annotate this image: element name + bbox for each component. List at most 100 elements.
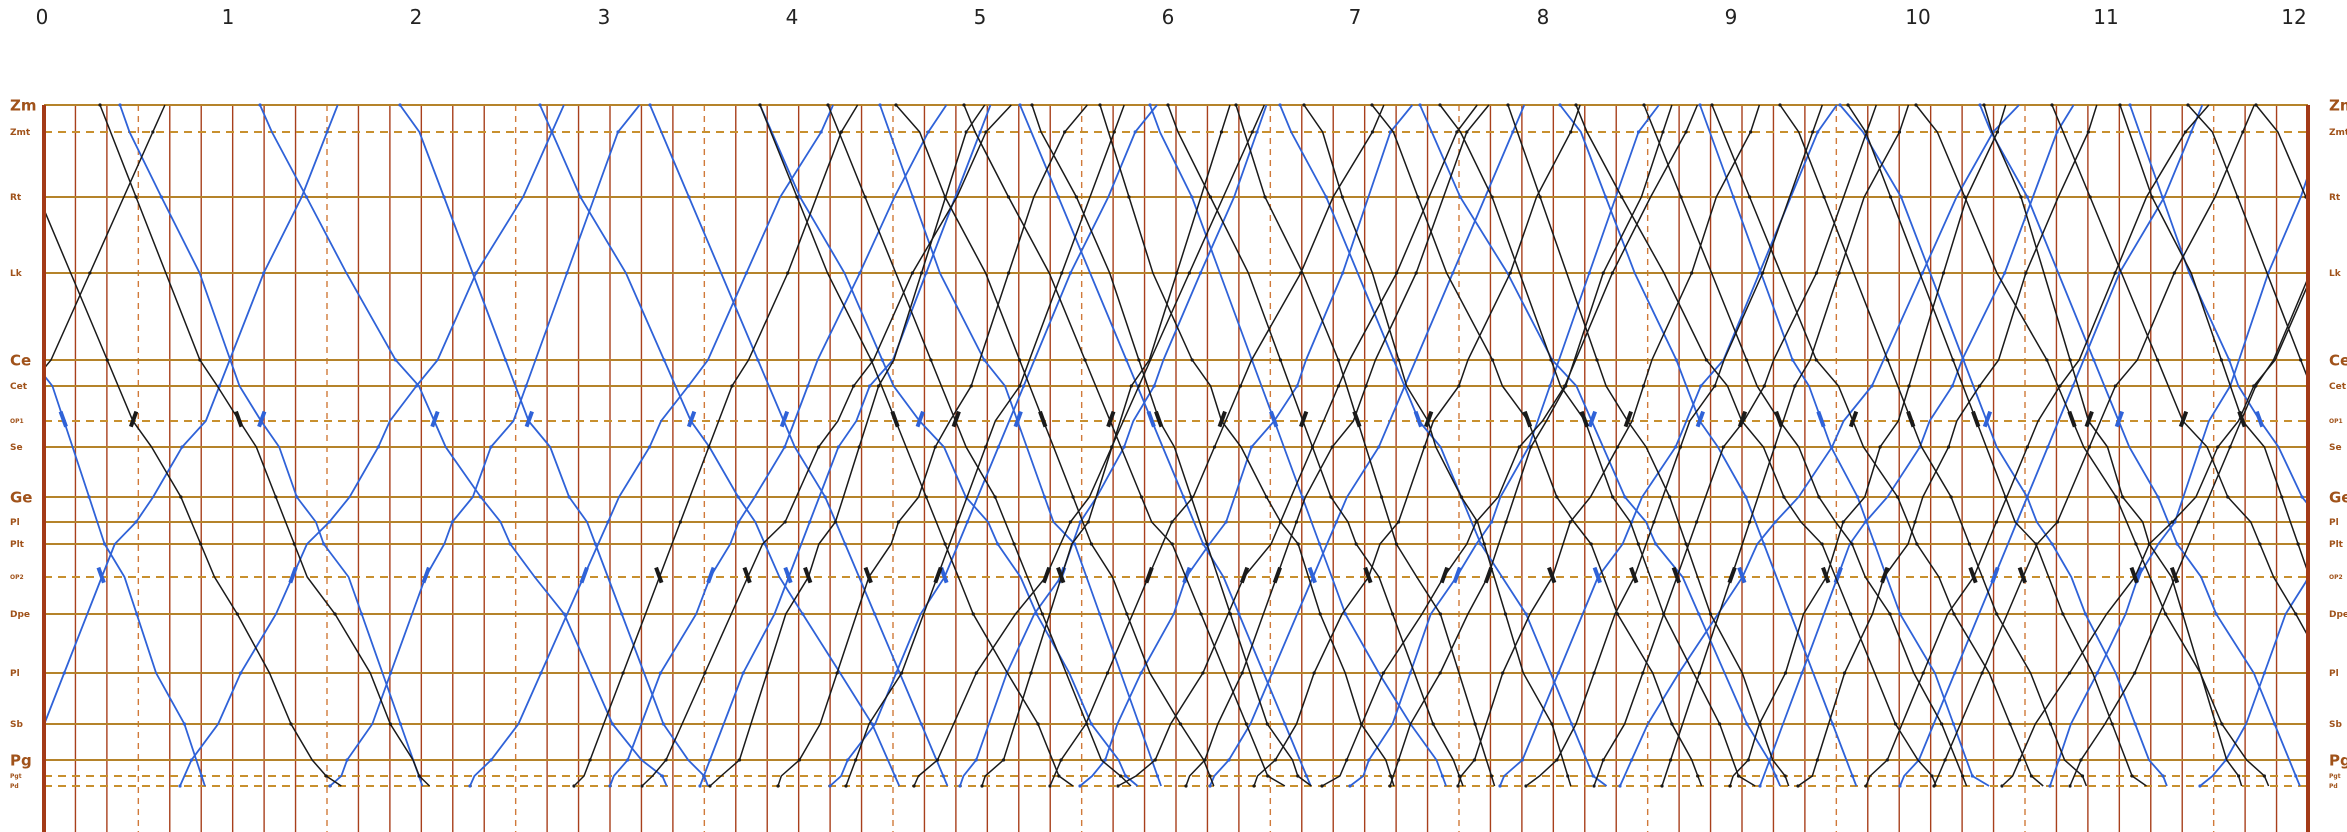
train-number-mark bbox=[779, 410, 790, 428]
train-number-mark bbox=[742, 566, 752, 584]
train-number-mark bbox=[803, 566, 813, 584]
stop-marker bbox=[1294, 520, 1299, 524]
stop-marker bbox=[687, 195, 691, 199]
stop-marker bbox=[1320, 784, 1324, 788]
stop-marker bbox=[1438, 103, 1442, 107]
stop-marker bbox=[1296, 774, 1300, 778]
stop-marker bbox=[1370, 103, 1374, 107]
stop-marker bbox=[2294, 612, 2298, 616]
stop-marker bbox=[2113, 271, 2117, 275]
stop-marker bbox=[1604, 195, 1608, 199]
stop-marker bbox=[2057, 758, 2061, 762]
stop-marker bbox=[1592, 671, 1596, 675]
stop-marker bbox=[538, 103, 542, 107]
train-number-mark bbox=[1737, 566, 1747, 584]
stop-marker bbox=[935, 758, 940, 762]
stop-marker bbox=[1123, 774, 1128, 778]
stop-marker bbox=[2080, 774, 2085, 778]
stop-marker bbox=[1772, 445, 1777, 449]
stop-marker bbox=[1190, 195, 1194, 199]
stop-marker bbox=[2025, 195, 2029, 199]
train-path bbox=[1321, 104, 1699, 787]
train-number-mark bbox=[1880, 566, 1890, 584]
stop-marker bbox=[878, 103, 882, 107]
stop-marker bbox=[2228, 445, 2232, 449]
stop-marker bbox=[1414, 271, 1418, 275]
stop-marker bbox=[1379, 495, 1384, 499]
train-number-mark bbox=[1671, 566, 1681, 584]
stop-marker bbox=[911, 195, 915, 199]
stop-marker bbox=[2156, 495, 2160, 499]
station-label: Zm bbox=[10, 96, 37, 114]
stop-marker bbox=[417, 774, 421, 778]
stop-marker bbox=[1758, 784, 1762, 788]
stop-marker bbox=[1838, 103, 1842, 107]
stop-marker bbox=[1105, 671, 1110, 675]
train-path bbox=[573, 104, 859, 787]
stop-marker bbox=[798, 195, 802, 199]
stop-marker bbox=[1814, 358, 1818, 362]
stop-marker bbox=[1907, 384, 1911, 388]
stop-marker bbox=[2008, 722, 2012, 726]
train-path bbox=[1619, 104, 2020, 787]
train-number-mark bbox=[1056, 566, 1066, 584]
train-path bbox=[1729, 104, 2007, 787]
stop-marker bbox=[863, 195, 867, 199]
stop-marker bbox=[1873, 542, 1877, 546]
stop-marker bbox=[2219, 358, 2224, 362]
train-number-mark bbox=[1982, 410, 1993, 428]
stop-marker bbox=[737, 520, 741, 524]
stop-marker bbox=[2110, 722, 2114, 726]
train-number-mark bbox=[1452, 566, 1462, 584]
stop-marker bbox=[1457, 384, 1461, 388]
stop-marker bbox=[1273, 758, 1277, 762]
stop-marker bbox=[442, 195, 446, 199]
station-label: Pgt bbox=[2329, 773, 2341, 780]
stop-marker bbox=[894, 103, 898, 107]
stop-marker bbox=[1083, 358, 1087, 362]
station-label: Lk bbox=[10, 269, 23, 279]
stop-marker bbox=[1057, 774, 1061, 778]
train-path bbox=[913, 104, 1265, 787]
stop-marker bbox=[1713, 384, 1717, 388]
train-path bbox=[879, 104, 1162, 787]
station-label: Pl bbox=[10, 669, 20, 679]
train-number-mark bbox=[257, 410, 267, 428]
stop-marker bbox=[1814, 271, 1819, 275]
stop-marker bbox=[228, 358, 232, 362]
stop-marker bbox=[1397, 758, 1401, 762]
train-path bbox=[329, 104, 641, 787]
stop-marker bbox=[1708, 612, 1713, 616]
stop-marker bbox=[1520, 758, 1524, 762]
stop-marker bbox=[965, 520, 969, 524]
stop-marker bbox=[1731, 195, 1736, 199]
train-path bbox=[777, 104, 1088, 787]
stop-marker bbox=[795, 195, 799, 199]
train-path bbox=[1711, 104, 2044, 787]
stop-marker bbox=[1601, 758, 1605, 762]
stop-marker bbox=[2068, 358, 2072, 362]
stop-marker bbox=[1610, 495, 1615, 499]
stop-marker bbox=[1660, 784, 1664, 788]
train-path bbox=[1235, 104, 1496, 787]
train-number-mark bbox=[128, 410, 139, 428]
station-label: Pl bbox=[2329, 518, 2339, 528]
stop-marker bbox=[239, 671, 243, 675]
stop-marker bbox=[844, 784, 848, 788]
train-path bbox=[827, 104, 1132, 787]
stop-marker bbox=[1250, 130, 1254, 134]
stop-marker bbox=[1674, 445, 1678, 449]
train-number-mark bbox=[1522, 410, 1533, 428]
train-number-mark bbox=[1352, 410, 1362, 428]
stop-marker bbox=[1175, 271, 1179, 275]
station-label: OP2 bbox=[10, 574, 24, 581]
stop-marker bbox=[664, 758, 668, 762]
stop-marker bbox=[1762, 384, 1766, 388]
train-number-mark bbox=[1971, 410, 1981, 428]
stop-marker bbox=[1863, 520, 1867, 524]
stop-marker bbox=[708, 784, 712, 788]
stop-marker bbox=[1698, 103, 1702, 107]
stop-marker bbox=[974, 671, 978, 675]
train-path bbox=[2049, 172, 2308, 787]
stop-marker bbox=[876, 384, 881, 388]
